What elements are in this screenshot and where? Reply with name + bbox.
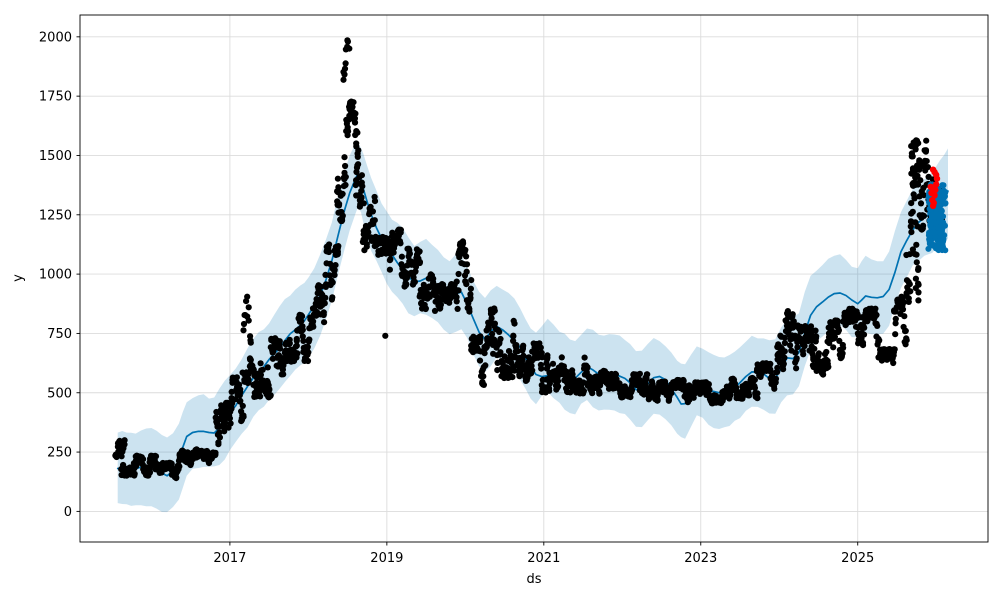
y-tick-label: 250 — [47, 446, 72, 461]
y-tick-label: 2000 — [39, 30, 72, 45]
y-tick-label: 1000 — [39, 268, 72, 283]
y-axis-label: y — [11, 274, 26, 282]
y-tick-label: 500 — [47, 386, 72, 401]
actual-points — [112, 37, 946, 482]
y-tick-label: 1500 — [39, 149, 72, 164]
y-tick-label: 0 — [64, 505, 72, 520]
x-axis-label: ds — [526, 572, 541, 587]
y-tick-label: 1250 — [39, 208, 72, 223]
x-tick-label: 2021 — [527, 551, 560, 566]
x-tick-label: 2023 — [684, 551, 717, 566]
x-tick-label: 2025 — [841, 551, 874, 566]
axes: 2017 2019 2021 2023 2025 0 250 500 750 1000 1250 15… — [39, 14, 989, 566]
anomaly-points — [927, 166, 941, 209]
uncertainty-band — [117, 143, 948, 513]
x-tick-label: 2019 — [370, 551, 403, 566]
x-tick-label: 2017 — [213, 551, 246, 566]
grid-layer — [80, 15, 988, 542]
y-tick-label: 750 — [47, 327, 72, 342]
y-tick-label: 1750 — [39, 90, 72, 105]
